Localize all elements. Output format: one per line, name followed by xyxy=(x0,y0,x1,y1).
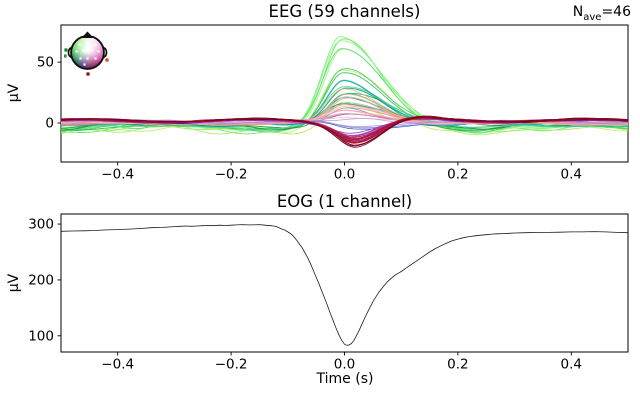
x-tick-label: 0.4 xyxy=(561,167,582,183)
right-ear-icon xyxy=(102,46,108,59)
x-tick-label: 0.0 xyxy=(334,167,355,183)
head-outline xyxy=(64,31,109,76)
left-ear-icon xyxy=(67,46,73,59)
nave-annotation: Nave=46 xyxy=(573,4,631,23)
axes-spines xyxy=(60,213,629,353)
outer-sensor-dot xyxy=(64,54,67,58)
sensor-dot xyxy=(83,63,86,66)
y-tick-label: 300 xyxy=(28,217,54,233)
y-tick-label: 100 xyxy=(28,328,54,344)
sensor-dot xyxy=(94,43,97,46)
eog-trace-group xyxy=(61,224,628,346)
outer-sensor-dot xyxy=(86,72,90,76)
time-axis-label: Time (s) xyxy=(316,371,374,387)
sensor-dot xyxy=(90,49,93,52)
sensor-dot xyxy=(97,50,100,53)
x-tick-label: 0.2 xyxy=(447,357,468,373)
eeg-plot-title: EEG (59 channels) xyxy=(268,2,421,21)
y-tick-label: 0 xyxy=(45,116,54,132)
x-tick-label: 0.2 xyxy=(447,167,468,183)
eeg-channel-trace xyxy=(61,86,628,134)
eeg-ylabel: µV xyxy=(6,83,22,103)
outer-sensor-dot xyxy=(105,58,109,62)
head-topomap-icon xyxy=(64,28,114,78)
eog-plot-title: EOG (1 channel) xyxy=(276,192,413,211)
eog-ylabel: µV xyxy=(6,273,22,293)
sensor-dot xyxy=(86,57,89,60)
sensor-dot xyxy=(75,50,78,53)
outer-sensor-dot xyxy=(64,48,68,52)
nave-value: =46 xyxy=(601,4,631,20)
sensor-dot xyxy=(94,57,97,60)
eeg-channel-trace xyxy=(61,48,628,132)
x-tick-label: −0.4 xyxy=(101,167,134,183)
nave-subscript: ave xyxy=(583,11,602,23)
nave-prefix: N xyxy=(572,4,584,20)
x-tick-label: −0.4 xyxy=(101,357,134,373)
head-circle xyxy=(70,35,105,70)
eog-channel-trace xyxy=(61,224,628,346)
eeg-channel-trace xyxy=(61,101,628,136)
x-tick-label: −0.2 xyxy=(215,357,248,373)
sensor-dot xyxy=(78,43,81,46)
eeg-channel-trace xyxy=(61,117,628,148)
eeg-traces xyxy=(61,36,628,148)
y-tick-label: 200 xyxy=(28,272,54,288)
x-tick-label: −0.2 xyxy=(215,167,248,183)
x-tick-label: 0.4 xyxy=(561,357,582,373)
sensor-dot xyxy=(86,42,89,45)
sensor-dot xyxy=(79,57,82,60)
x-tick-label: 0.0 xyxy=(334,357,355,373)
eeg-channel-trace xyxy=(61,48,628,133)
sensor-dot xyxy=(82,49,85,52)
y-tick-label: 50 xyxy=(37,55,54,71)
